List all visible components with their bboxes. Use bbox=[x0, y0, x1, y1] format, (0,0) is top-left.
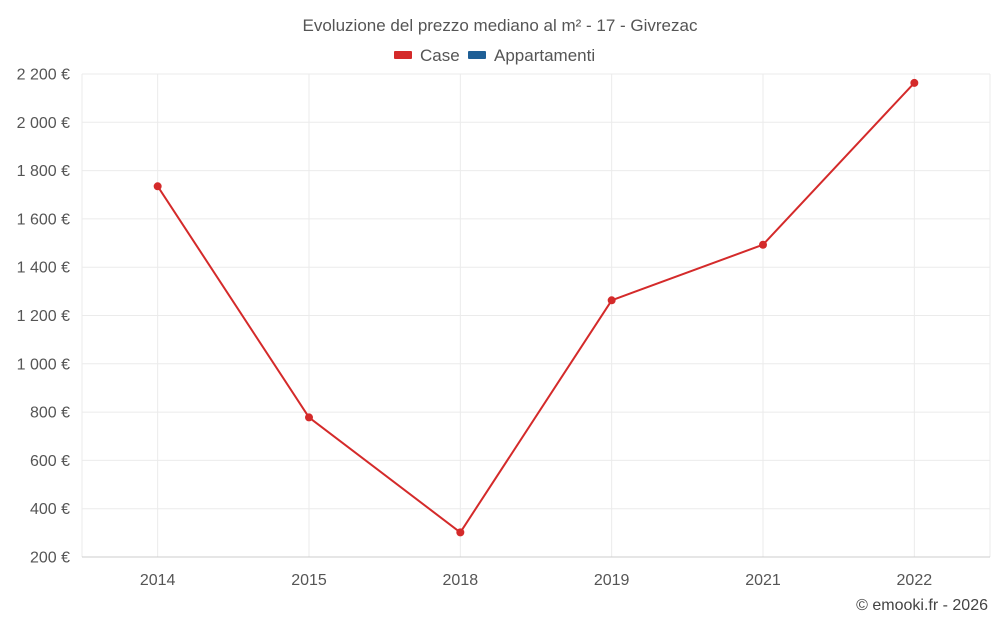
grid bbox=[81, 73, 991, 558]
y-tick-label: 1 200 € bbox=[17, 308, 70, 325]
credit-text: © emooki.fr - 2026 bbox=[856, 597, 988, 614]
y-tick-label: 600 € bbox=[30, 453, 70, 470]
legend: Case Appartamenti bbox=[394, 46, 595, 65]
data-point-case-2018[interactable] bbox=[456, 528, 465, 537]
chart-title: Evoluzione del prezzo mediano al m² - 17… bbox=[303, 16, 698, 35]
y-tick-label: 2 200 € bbox=[17, 67, 70, 84]
data-point-case-2022[interactable] bbox=[910, 78, 919, 87]
legend-item-case[interactable]: Case bbox=[394, 46, 460, 65]
y-tick-label: 1 400 € bbox=[17, 260, 70, 277]
series-line-case bbox=[156, 82, 916, 534]
series-case bbox=[153, 78, 919, 537]
data-point-case-2015[interactable] bbox=[305, 413, 313, 422]
x-tick-label: 2019 bbox=[594, 572, 630, 589]
legend-label-appartamenti: Appartamenti bbox=[494, 46, 595, 65]
y-tick-label: 1 000 € bbox=[17, 356, 70, 373]
y-tick-label: 200 € bbox=[30, 550, 70, 567]
x-tick-label: 2021 bbox=[745, 572, 781, 589]
data-point-case-2019[interactable] bbox=[607, 296, 616, 305]
legend-swatch-appartamenti bbox=[468, 51, 486, 59]
axes: 200 € 400 € 600 € 800 € 1 000 € 1 200 € 1 400 … bbox=[17, 67, 990, 589]
legend-swatch-case bbox=[394, 51, 412, 59]
y-tick-label: 2 000 € bbox=[17, 115, 70, 132]
y-tick-label: 1 600 € bbox=[17, 211, 70, 228]
y-tick-label: 800 € bbox=[30, 405, 70, 422]
data-point-case-2014[interactable] bbox=[153, 182, 162, 191]
legend-item-appartamenti[interactable]: Appartamenti bbox=[468, 46, 595, 65]
y-tick-label: 400 € bbox=[30, 501, 70, 518]
x-tick-label: 2022 bbox=[897, 572, 933, 589]
x-tick-label: 2014 bbox=[140, 572, 176, 589]
y-tick-label: 1 800 € bbox=[17, 163, 70, 180]
x-tick-label: 2015 bbox=[291, 572, 327, 589]
data-point-case-2021[interactable] bbox=[759, 240, 767, 249]
x-tick-label: 2018 bbox=[443, 572, 479, 589]
legend-label-case: Case bbox=[420, 46, 460, 65]
